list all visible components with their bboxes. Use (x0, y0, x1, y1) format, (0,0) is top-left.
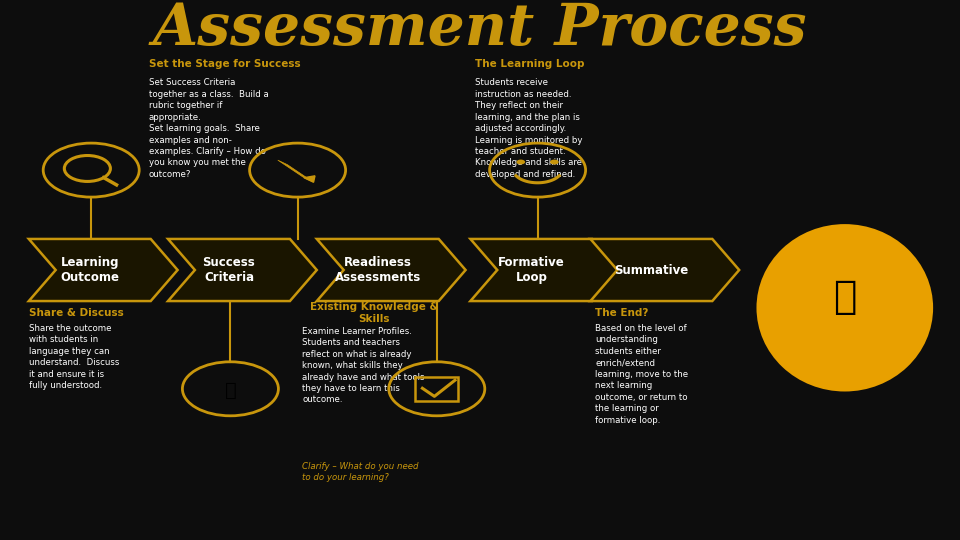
Polygon shape (470, 239, 619, 301)
Circle shape (550, 159, 559, 164)
Polygon shape (277, 160, 314, 182)
Text: Share & Discuss: Share & Discuss (29, 308, 124, 318)
Text: Students receive
instruction as needed.
They reflect on their
learning, and the : Students receive instruction as needed. … (475, 78, 583, 179)
Text: Share the outcome
with students in
language they can
understand.  Discuss
it and: Share the outcome with students in langu… (29, 324, 119, 390)
Polygon shape (304, 176, 315, 182)
Polygon shape (317, 239, 466, 301)
Text: Existing Knowledge &
Skills: Existing Knowledge & Skills (310, 302, 439, 324)
Text: Clarify – What do you need
to do your learning?: Clarify – What do you need to do your le… (302, 462, 419, 482)
Text: The Learning Loop: The Learning Loop (475, 59, 585, 70)
Text: Based on the level of
understanding
students either
enrich/extend
learning, move: Based on the level of understanding stud… (595, 324, 688, 424)
Text: Learning
Outcome: Learning Outcome (60, 256, 119, 284)
Polygon shape (168, 239, 317, 301)
Text: Assessment Process: Assessment Process (153, 2, 807, 58)
Text: Set the Stage for Success: Set the Stage for Success (149, 59, 300, 70)
Text: The End?: The End? (595, 308, 649, 318)
Polygon shape (590, 239, 739, 301)
Text: Examine Learner Profiles.
Students and teachers
reflect on what is already
known: Examine Learner Profiles. Students and t… (302, 327, 425, 404)
Text: 👍: 👍 (225, 381, 236, 400)
Text: Success
Criteria: Success Criteria (203, 256, 255, 284)
Polygon shape (29, 239, 178, 301)
Circle shape (516, 159, 525, 164)
Text: Readiness
Assessments: Readiness Assessments (335, 256, 420, 284)
Text: Formative
Loop: Formative Loop (498, 256, 564, 284)
Text: Set Success Criteria
together as a class.  Build a
rubric together if
appropriat: Set Success Criteria together as a class… (149, 78, 269, 179)
Text: 🧠: 🧠 (833, 278, 856, 316)
Text: Summative: Summative (614, 264, 688, 276)
Ellipse shape (756, 224, 933, 392)
